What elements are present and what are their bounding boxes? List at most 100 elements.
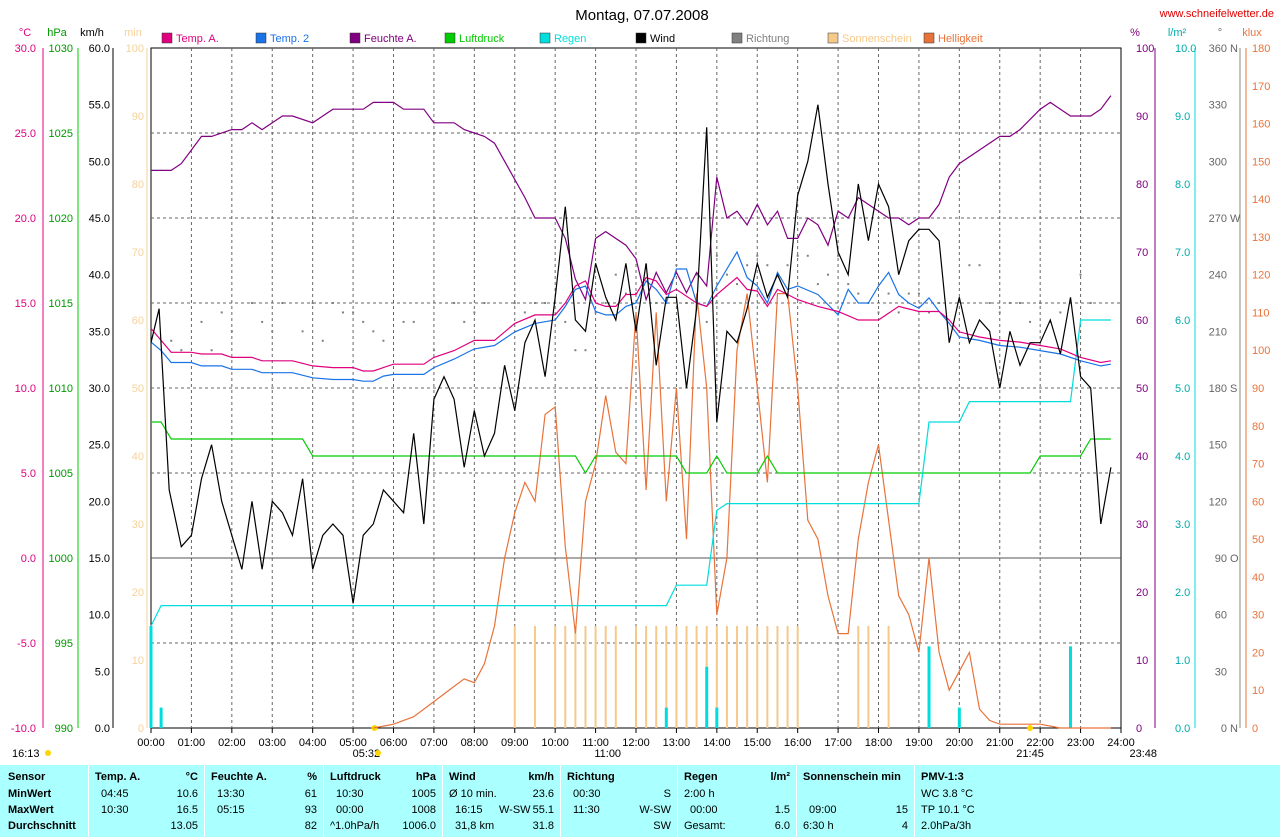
richtung-dot (715, 254, 718, 257)
tick-label-wind: 30.0 (89, 383, 110, 395)
series-line-wind (150, 104, 1112, 604)
unit-label-sun: min (124, 27, 142, 39)
legend-swatch (161, 32, 173, 44)
tick-label-direction: 270 (1209, 213, 1227, 225)
tick-label-compass: S (1230, 383, 1237, 395)
stats-sonne-header: Sonnenschein min (803, 771, 901, 783)
richtung-dot (210, 349, 213, 352)
chart-marks (149, 95, 1112, 729)
richtung-dot (685, 302, 688, 304)
tick-label-rain: 10.0 (1175, 43, 1196, 55)
stats-richtung-min-value: S (663, 788, 671, 800)
richtung-dot (877, 311, 880, 314)
legend-swatch (635, 32, 647, 44)
stats-col-pmv: PMV-1:3 WC 3.8 °C TP 10.1 °C 2.0hPa/3h (914, 765, 1035, 837)
tick-label-humidity: 100 (1136, 43, 1154, 55)
tick-label-sun: 20 (132, 587, 144, 599)
stats-feuchte-max-value: 93 (304, 804, 317, 816)
stats-wind-distance: 31,8 km (455, 820, 495, 832)
stats-temp-max-value: 16.5 (176, 804, 198, 816)
richtung-dot (1018, 302, 1021, 304)
richtung-dot (624, 292, 627, 295)
richtung-dot (725, 273, 728, 276)
richtung-dot (887, 292, 890, 295)
unit-label-wind: km/h (80, 27, 104, 39)
tick-label-wind: 55.0 (89, 100, 110, 112)
richtung-dot (806, 254, 809, 257)
legend-swatch (827, 32, 839, 44)
tick-label-time: 23:00 (1067, 737, 1095, 749)
richtung-dot (998, 311, 1001, 314)
stats-label-max: MaxWert (8, 804, 54, 816)
site-link[interactable]: www.schneifelwetter.de (1159, 8, 1274, 20)
tick-label-wind: 5.0 (95, 666, 110, 678)
tick-label-rain: 6.0 (1175, 315, 1190, 327)
stats-feuchte-avg-value: 82 (304, 820, 317, 832)
tick-label-brightness: 110 (1252, 307, 1270, 319)
richtung-dot (301, 330, 304, 333)
tick-label-compass: N (1230, 723, 1238, 735)
chart-legend: Temp. A. Temp. 2 Feuchte A. Luftdruck Regen W… (161, 32, 983, 45)
richtung-dot (1069, 302, 1072, 304)
tick-label-direction: 60 (1215, 610, 1227, 622)
tick-label-pressure: 990 (55, 723, 73, 735)
richtung-dot (746, 264, 749, 267)
richtung-dot (897, 311, 900, 314)
tick-label-direction: 240 (1209, 270, 1227, 282)
tick-label-temp: -10.0 (11, 723, 36, 735)
tick-label-temp: 10.0 (15, 383, 36, 395)
richtung-dot (655, 302, 658, 304)
tick-label-wind: 20.0 (89, 496, 110, 508)
tick-label-sun: 10 (132, 655, 144, 667)
stats-feuchte-unit: % (307, 771, 317, 783)
legend-label: Helligkeit (938, 33, 983, 45)
richtung-dot (311, 302, 314, 304)
tick-label-time: 20:00 (946, 737, 974, 749)
richtung-dot (544, 302, 547, 304)
tick-label-temp: -5.0 (17, 638, 36, 650)
richtung-dot (816, 283, 819, 286)
tick-label-sun: 60 (132, 315, 144, 327)
tick-label-temp: 0.0 (21, 553, 36, 565)
stats-luftdruck-avg-value: 1006.0 (402, 820, 436, 832)
legend-label: Wind (650, 33, 675, 45)
richtung-dot (281, 302, 284, 304)
tick-label-pressure: 1020 (49, 213, 73, 225)
richtung-dot (271, 330, 274, 333)
richtung-dot (847, 283, 850, 286)
tick-label-rain: 5.0 (1175, 383, 1190, 395)
stats-wind-max-time: 16:15 (455, 804, 483, 816)
richtung-dot (857, 292, 860, 295)
tick-label-pressure: 995 (55, 638, 73, 650)
stats-regen-header: Regen (684, 771, 718, 783)
richtung-dot (938, 302, 941, 304)
richtung-dot (1079, 273, 1082, 276)
time-mark-left: 16:13 (12, 748, 40, 760)
stats-temp-min-value: 10.6 (176, 788, 198, 800)
stats-temp-avg-value: 13.05 (170, 820, 198, 832)
richtung-dot (1089, 302, 1092, 304)
stats-wind-min-value: 23.6 (532, 788, 554, 800)
tick-label-brightness: 70 (1252, 459, 1264, 471)
stats-pmv-header: PMV-1:3 (921, 771, 964, 783)
richtung-dot (604, 302, 607, 304)
richtung-dot (523, 311, 526, 314)
legend-label: Sonnenschein (842, 33, 912, 45)
tick-label-wind: 40.0 (89, 270, 110, 282)
stats-temp-unit: °C (185, 771, 198, 783)
stats-wind-max-dir: W-SW (499, 804, 531, 816)
richtung-dot (453, 302, 456, 304)
richtung-dot (321, 339, 324, 342)
tick-label-time: 13:00 (663, 737, 691, 749)
tick-label-time: 02:00 (218, 737, 246, 749)
tick-label-humidity: 90 (1136, 111, 1148, 123)
tick-label-sun: 70 (132, 247, 144, 259)
tick-label-sun: 0 (138, 723, 144, 735)
richtung-dot (988, 302, 991, 304)
stats-col-luftdruck: Luftdruck hPa 10:30 1005 00:00 1008 ^1.0… (323, 765, 442, 837)
tick-label-rain: 1.0 (1175, 655, 1190, 667)
time-mark-right: 23:48 (1129, 748, 1157, 760)
tick-label-compass: W (1230, 213, 1241, 225)
tick-label-temp: 20.0 (15, 213, 36, 225)
richtung-dot (1039, 302, 1042, 304)
